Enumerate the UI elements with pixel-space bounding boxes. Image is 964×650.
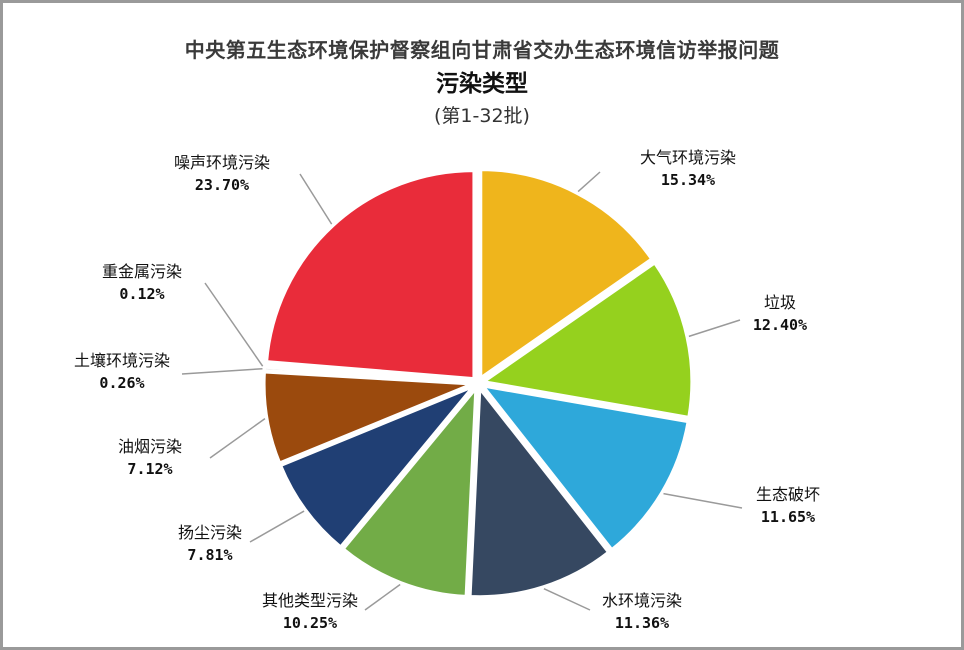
pie-slice-1 [480,260,694,420]
slice-label-2: 生态破坏 [756,485,820,504]
leader-line-9 [299,173,333,225]
chart-title: 中央第五生态环境保护督察组向甘肃省交办生态环境信访举报问题 [184,38,780,62]
leader-line-7 [181,367,263,375]
leader-line-0 [577,171,601,193]
leader-line-5 [249,510,305,543]
slice-label-8: 重金属污染 [102,262,182,281]
slice-percent-6: 7.12% [127,460,172,478]
slice-label-4: 其他类型污染 [262,591,358,610]
slice-percent-5: 7.81% [187,546,232,564]
slice-percent-7: 0.26% [99,374,144,392]
leader-line-3 [543,588,591,611]
leader-line-8 [204,282,264,367]
slice-percent-4: 10.25% [283,614,337,632]
pie-slice-9 [265,169,476,381]
slice-percent-1: 12.40% [753,316,807,334]
slice-label-0: 大气环境污染 [640,148,736,167]
slice-percent-0: 15.34% [661,171,715,189]
slice-label-9: 噪声环境污染 [174,153,270,172]
slice-label-1: 垃圾 [764,293,796,312]
leader-line-6 [209,418,266,459]
slice-percent-8: 0.12% [119,285,164,303]
slice-label-3: 水环境污染 [602,591,682,610]
leader-line-2 [663,492,743,509]
slice-label-5: 扬尘污染 [178,523,242,542]
pie-slice-2 [479,383,690,552]
pie-slice-0 [479,168,654,381]
pie-slice-5 [278,385,475,549]
leader-line-4 [364,583,401,611]
slice-percent-9: 23.70% [195,176,249,194]
slice-percent-3: 11.36% [615,614,669,632]
pie-slice-8 [262,363,473,385]
slice-label-7: 土壤环境污染 [74,351,170,370]
slice-label-6: 油烟污染 [118,437,182,456]
pie-slice-3 [468,384,611,599]
pie-slice-4 [341,384,478,598]
chart-subtitle: 污染类型 [436,71,528,97]
leader-line-1 [688,319,741,338]
slice-percent-2: 11.65% [761,508,815,526]
chart-note: (第1-32批) [434,105,530,127]
